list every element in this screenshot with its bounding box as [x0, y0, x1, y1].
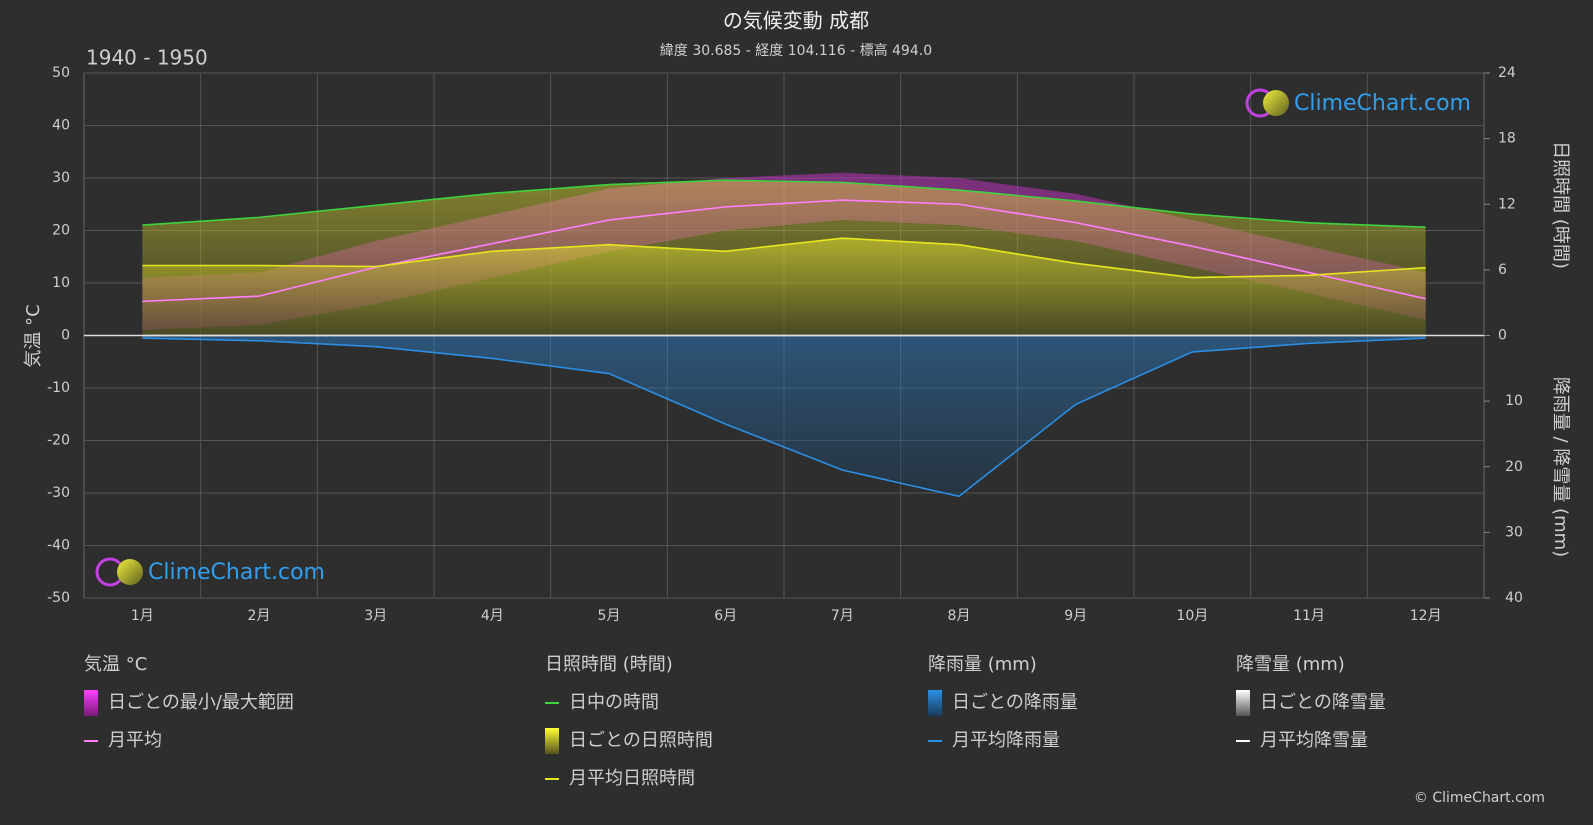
- chart-subtitle: 緯度 30.685 - 経度 104.116 - 標高 494.0: [660, 42, 932, 59]
- y3-tick-label: 30: [1505, 524, 1523, 540]
- legend-label: 月平均: [108, 730, 162, 751]
- legend-label: 日中の時間: [569, 692, 659, 713]
- x-tick-label: 7月: [831, 608, 854, 624]
- y-tick-label: 0: [61, 328, 70, 344]
- y3-axis-title: 降雨量 / 降雪量 (mm): [1550, 377, 1571, 557]
- axes: -50 -40 -30 -20 -10 0 10 20 30 40 50 0 6 12 18 24 10 20 30…: [47, 65, 1523, 624]
- series-line: [142, 337, 1426, 498]
- legend-label: 月平均降雪量: [1260, 730, 1368, 751]
- y-tick-label: -10: [47, 380, 70, 396]
- legend-title: 日照時間 (時間): [545, 654, 673, 675]
- y3-tick-label: 40: [1505, 590, 1523, 606]
- x-tick-label: 6月: [714, 608, 737, 624]
- x-tick-label: 3月: [364, 608, 387, 624]
- y-tick-label: 20: [52, 223, 70, 239]
- y3-tick-label: 10: [1505, 393, 1523, 409]
- area-fill: [142, 238, 1426, 336]
- legend-label: 日ごとの最小/最大範囲: [108, 692, 294, 713]
- y-tick-label: 10: [52, 275, 70, 291]
- y2-tick-label: 6: [1498, 262, 1507, 278]
- series-line: [142, 237, 1426, 279]
- x-tick-label: 5月: [598, 608, 621, 624]
- legend-label: 月平均降雨量: [952, 730, 1060, 751]
- y2-tick-label: 24: [1498, 65, 1516, 81]
- x-tick-label: 9月: [1064, 608, 1087, 624]
- watermark: ClimeChart.com: [1294, 91, 1471, 116]
- y-tick-label: -20: [47, 433, 70, 449]
- logo-bottom: ClimeChart.com: [95, 557, 325, 587]
- legend-label: 日ごとの降雨量: [952, 692, 1078, 713]
- lines: [84, 179, 1484, 498]
- y2-tick-label: 18: [1498, 131, 1516, 147]
- legend-title: 降雪量 (mm): [1236, 654, 1345, 675]
- legend-swatch: [84, 690, 98, 716]
- y-tick-label: 50: [52, 65, 70, 81]
- y-tick-label: 40: [52, 118, 70, 134]
- y3-tick-label: 20: [1505, 459, 1523, 475]
- y2-tick-label: 12: [1498, 196, 1516, 212]
- x-tick-label: 12月: [1410, 608, 1442, 624]
- y-axis-title: 気温 °C: [23, 304, 44, 367]
- chart-title: の気候変動 成都: [723, 9, 869, 33]
- y-tick-label: -50: [47, 590, 70, 606]
- areas: [142, 172, 1426, 497]
- x-tick-label: 1月: [131, 608, 154, 624]
- area-fill: [142, 335, 1426, 497]
- legend-label: 日ごとの降雪量: [1260, 692, 1386, 713]
- y-tick-label: -40: [47, 538, 70, 554]
- x-tick-label: 10月: [1176, 608, 1208, 624]
- x-tick-label: 8月: [948, 608, 971, 624]
- x-tick-label: 11月: [1293, 608, 1325, 624]
- legend-label: 日ごとの日照時間: [569, 730, 713, 751]
- logo-top: ClimeChart.com: [1245, 88, 1471, 118]
- copyright: © ClimeChart.com: [1414, 790, 1545, 806]
- legend-swatch: [1236, 690, 1250, 716]
- y2-tick-label: 0: [1498, 328, 1507, 344]
- logo-sun: [117, 559, 143, 585]
- y-tick-label: -30: [47, 485, 70, 501]
- series-line: [142, 179, 1426, 229]
- watermark: ClimeChart.com: [148, 560, 325, 585]
- legend-swatch: [928, 690, 942, 716]
- y2-axis-title: 日照時間 (時間): [1550, 141, 1571, 269]
- y-tick-label: 30: [52, 170, 70, 186]
- legend-title: 気温 °C: [84, 654, 147, 675]
- legend-title: 降雨量 (mm): [928, 654, 1037, 675]
- series-line: [142, 199, 1426, 303]
- legend-swatch: [545, 728, 559, 754]
- logo-sun: [1263, 90, 1289, 116]
- x-tick-label: 2月: [248, 608, 271, 624]
- x-tick-label: 4月: [481, 608, 504, 624]
- legend-label: 月平均日照時間: [569, 768, 695, 789]
- period-label: 1940 - 1950: [86, 46, 208, 70]
